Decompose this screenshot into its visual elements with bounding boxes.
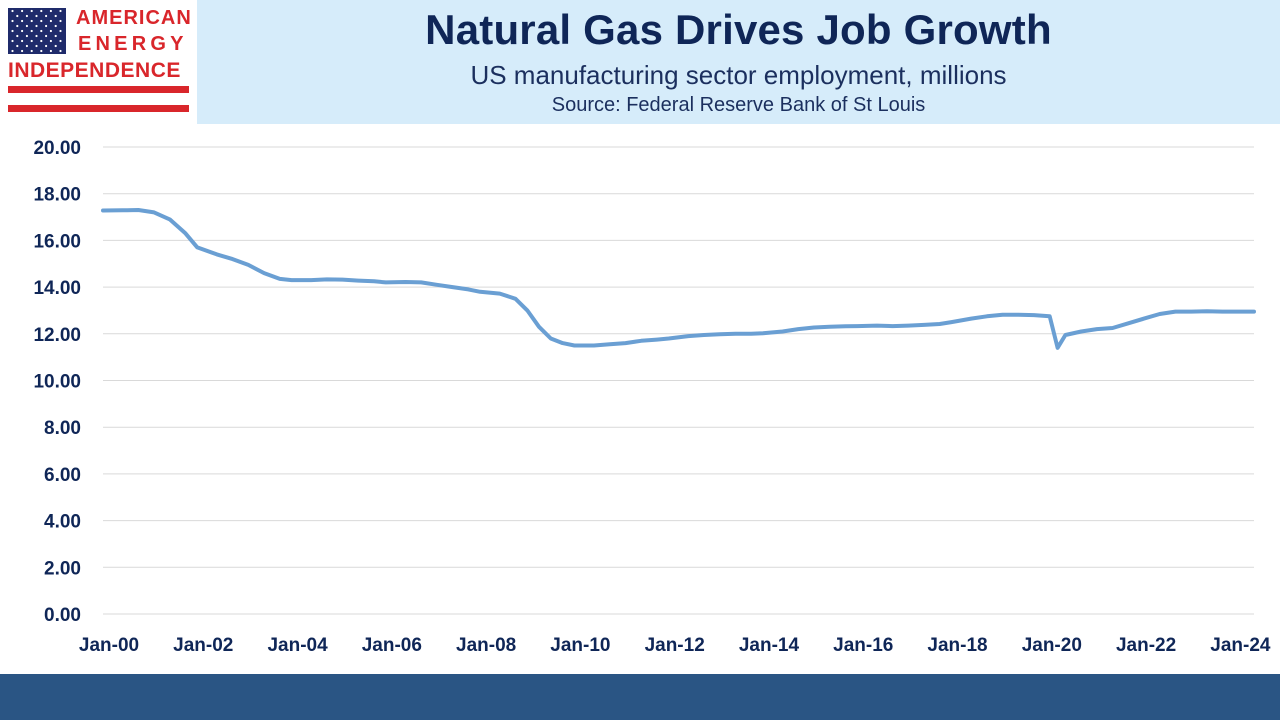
brand-logo: AMERICAN ENERGY INDEPENDENCE [0, 0, 197, 124]
x-tick-label: Jan-10 [550, 635, 610, 656]
flag-star [25, 34, 28, 38]
flag-star [49, 19, 53, 23]
flag-star [54, 44, 57, 48]
y-tick-label: 6.00 [44, 465, 81, 486]
x-tick-label: Jan-22 [1116, 635, 1176, 656]
chart-subtitle: US manufacturing sector employment, mill… [470, 60, 1007, 90]
flag-star [25, 44, 28, 48]
flag-star [49, 39, 53, 43]
x-tick-label: Jan-06 [362, 635, 422, 656]
series-lines [101, 208, 1256, 350]
us-flag-icon [8, 8, 66, 54]
flag-star [16, 14, 19, 18]
line-chart: 0.00 2.00 4.00 6.00 8.00 10.00 12.00 14.00 16.00… [33, 138, 1271, 656]
x-tick-label: Jan-16 [833, 635, 893, 656]
flag-star [21, 29, 24, 33]
flag-star [40, 19, 43, 23]
flag-star [40, 39, 43, 43]
gridlines [103, 146, 1254, 615]
flag-star [21, 9, 24, 13]
flag-star [30, 29, 33, 33]
flag-star [25, 24, 28, 28]
logo-text-energy: ENERGY [78, 33, 188, 55]
y-tick-label: 12.00 [33, 325, 81, 346]
flag-star [16, 44, 19, 48]
x-axis-labels: Jan-00 Jan-02 Jan-04 Jan-06 Jan-08 Jan-10 Jan-… [79, 635, 1271, 656]
flag-star [21, 39, 24, 43]
chart-header: Natural Gas Drives Job Growth US manufac… [197, 0, 1280, 124]
flag-star [49, 29, 53, 33]
flag-star [59, 9, 62, 13]
flag-star [59, 29, 62, 33]
series-line [101, 208, 1256, 350]
flag-star [30, 9, 33, 13]
flag-star [54, 14, 57, 18]
flag-star [35, 44, 38, 48]
flag-star [16, 24, 19, 28]
x-tick-label: Jan-08 [456, 635, 516, 656]
flag-star [40, 9, 43, 13]
logo-text-american: AMERICAN [76, 7, 192, 29]
flag-star [11, 49, 14, 53]
flag-star [11, 19, 14, 23]
flag-star [25, 14, 28, 18]
logo-stripe-bottom [8, 105, 189, 112]
flag-star [30, 19, 33, 23]
flag-star [11, 9, 14, 13]
flag-star [45, 24, 48, 28]
flag-star [30, 49, 33, 53]
flag-star [21, 49, 24, 53]
flag-star [49, 9, 53, 13]
y-tick-label: 16.00 [33, 231, 81, 252]
flag-star [45, 44, 48, 48]
flag-star [54, 34, 57, 38]
y-axis-labels: 0.00 2.00 4.00 6.00 8.00 10.00 12.00 14.00 16.00… [33, 138, 81, 626]
x-tick-label: Jan-24 [1210, 635, 1271, 656]
flag-star [45, 14, 48, 18]
flag-star [11, 39, 14, 43]
y-tick-label: 20.00 [33, 138, 81, 159]
logo-text-independence: INDEPENDENCE [8, 59, 181, 82]
flag-star [49, 49, 53, 53]
x-tick-label: Jan-18 [927, 635, 987, 656]
x-tick-label: Jan-12 [645, 635, 705, 656]
flag-star [45, 34, 48, 38]
flag-star [59, 19, 62, 23]
x-tick-label: Jan-02 [173, 635, 233, 656]
y-tick-label: 8.00 [44, 418, 81, 439]
chart-source: Source: Federal Reserve Bank of St Louis [551, 94, 926, 116]
flag-star [35, 14, 38, 18]
chart-title: Natural Gas Drives Job Growth [425, 6, 1052, 53]
flag-star [59, 39, 62, 43]
x-tick-label: Jan-00 [79, 635, 139, 656]
x-tick-label: Jan-20 [1022, 635, 1082, 656]
y-tick-label: 4.00 [44, 512, 81, 533]
flag-star [11, 29, 14, 33]
flag-star [54, 24, 57, 28]
y-tick-label: 18.00 [33, 185, 81, 206]
flag-star [40, 29, 43, 33]
flag-star [21, 19, 24, 23]
footer-bar [0, 674, 1280, 720]
flag-star [40, 49, 43, 53]
y-tick-label: 2.00 [44, 558, 81, 579]
logo-stripe-top [8, 86, 189, 93]
flag-star [35, 34, 38, 38]
y-tick-label: 10.00 [33, 372, 81, 393]
y-tick-label: 0.00 [44, 605, 81, 626]
flag-star [16, 34, 19, 38]
flag-star [30, 39, 33, 43]
x-tick-label: Jan-14 [739, 635, 800, 656]
flag-star [59, 49, 62, 53]
x-tick-label: Jan-04 [267, 635, 328, 656]
flag-star [35, 24, 38, 28]
y-tick-label: 14.00 [33, 278, 81, 299]
